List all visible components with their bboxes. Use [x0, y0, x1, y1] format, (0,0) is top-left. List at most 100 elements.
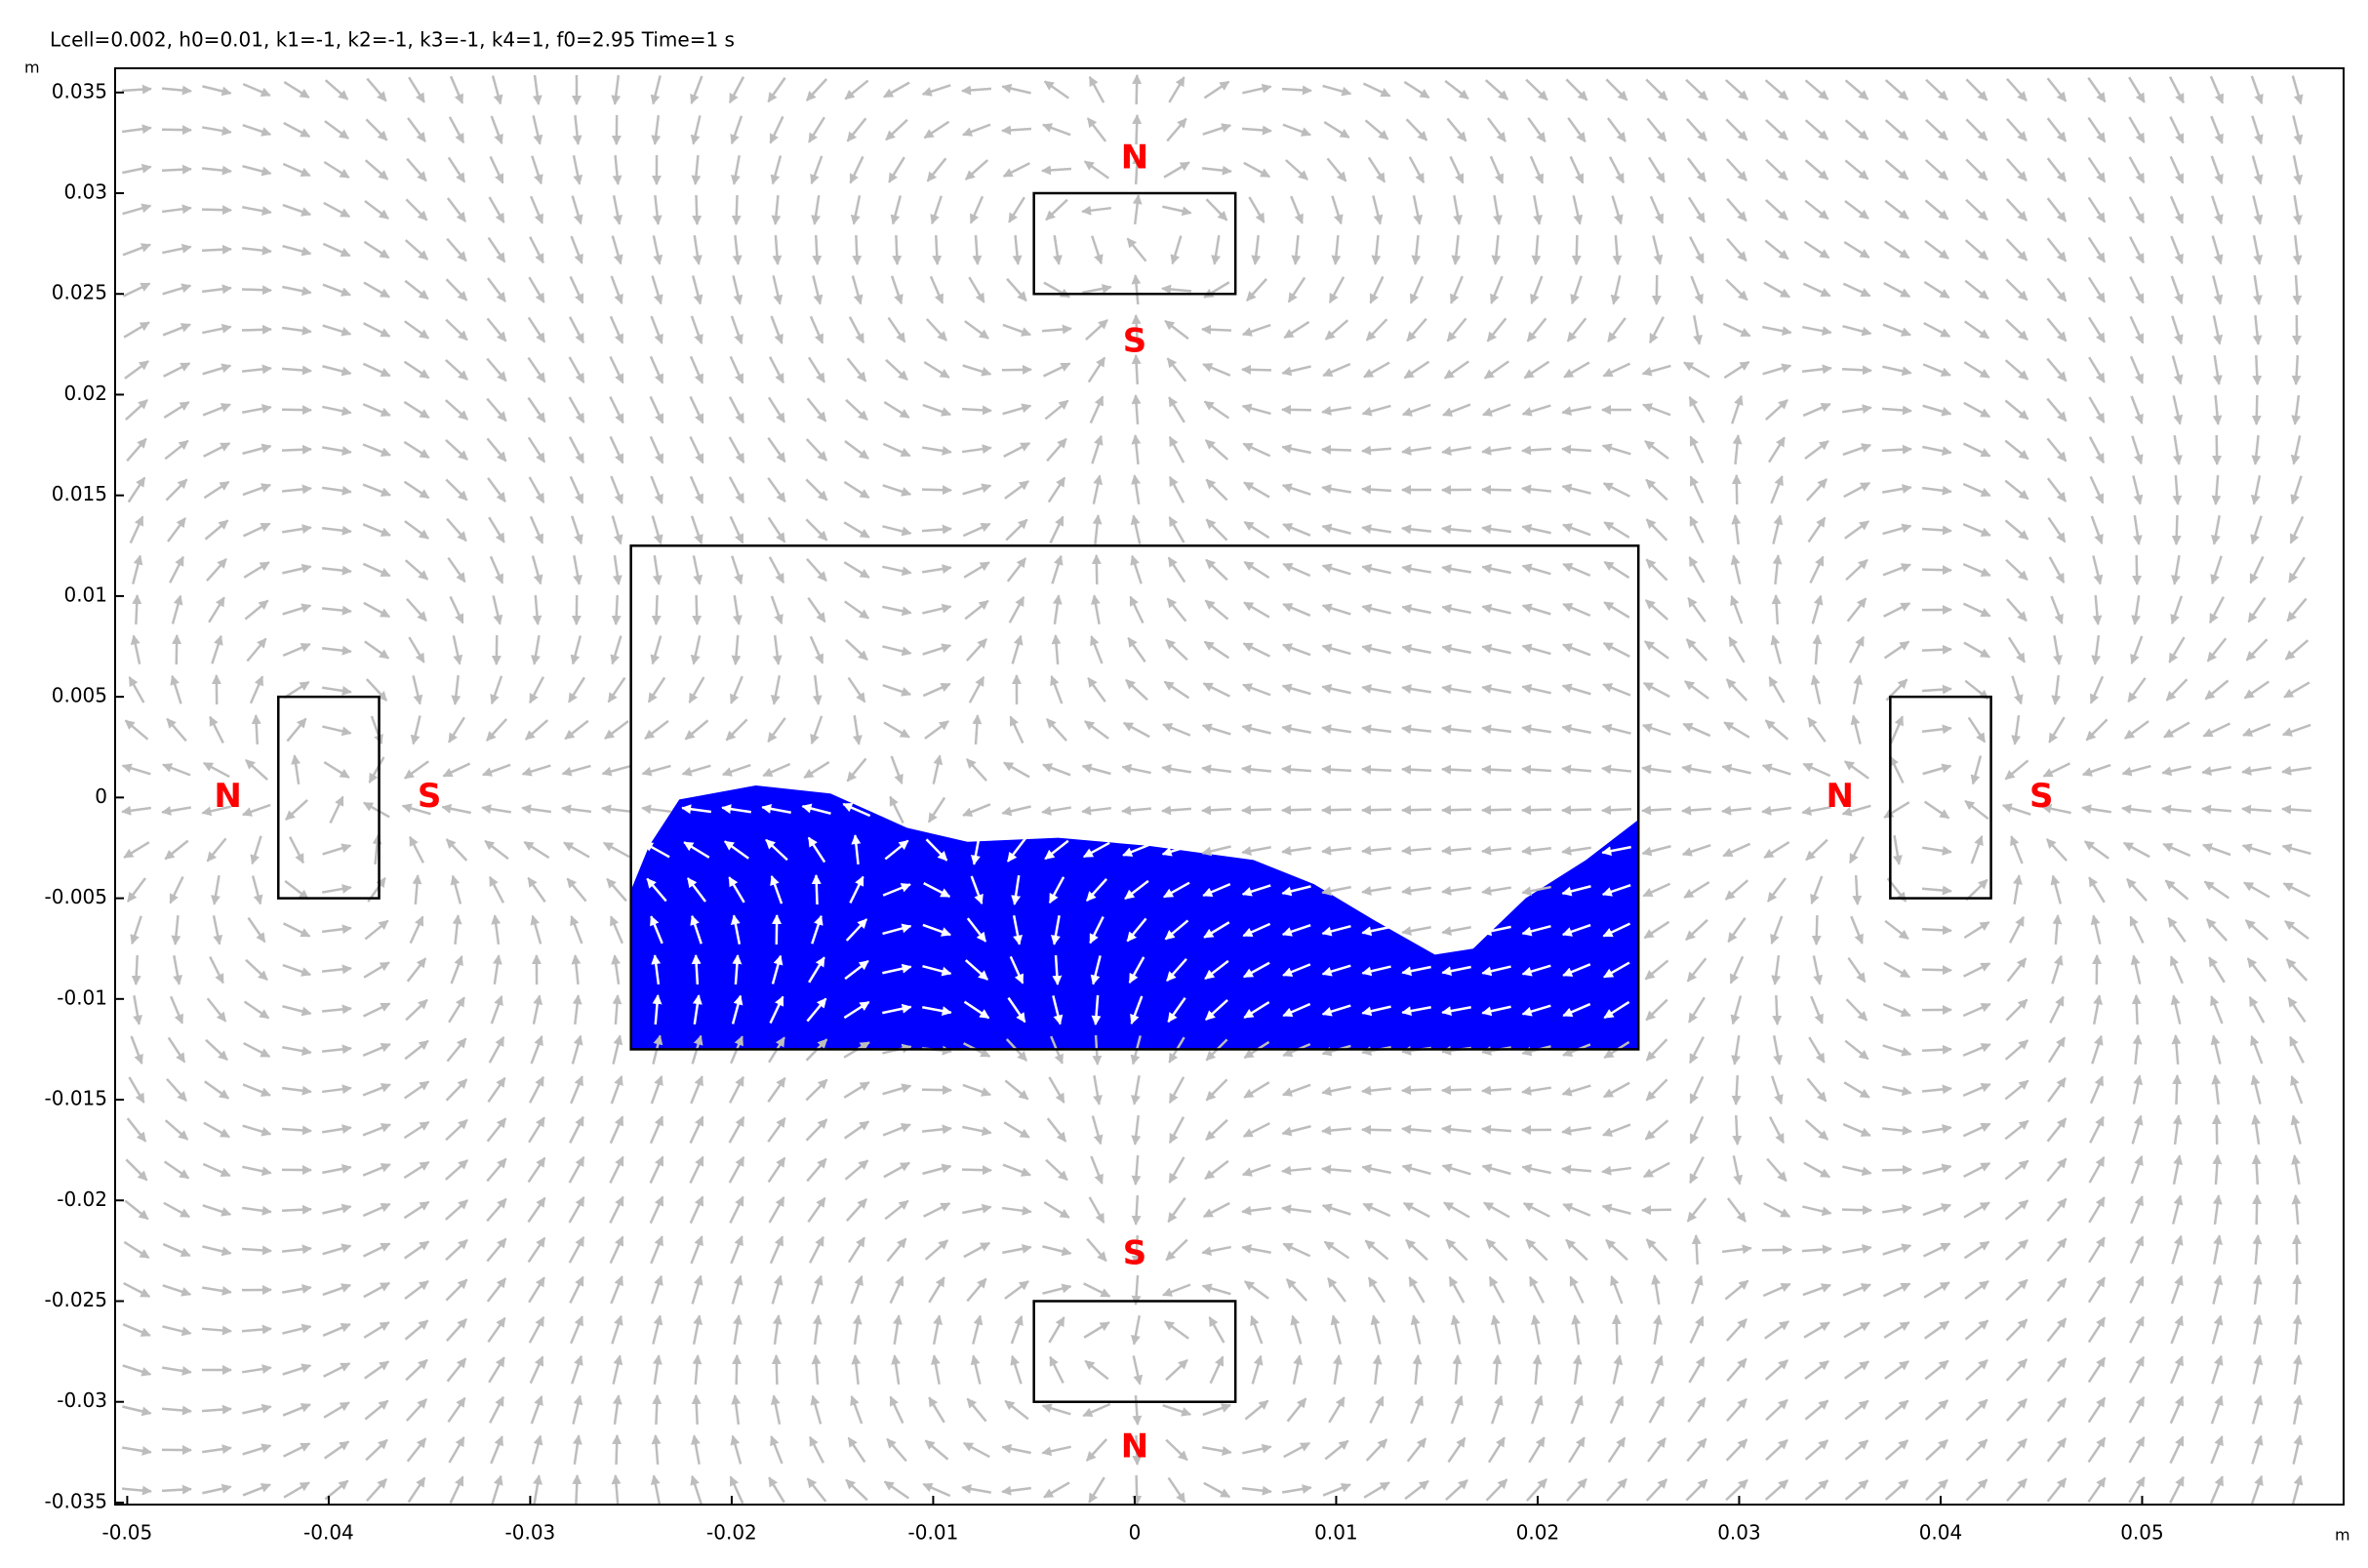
field-arrow [689, 395, 704, 424]
field-arrow [2290, 475, 2303, 505]
field-arrow [1161, 284, 1192, 295]
field-arrow [1482, 403, 1511, 417]
field-arrow [444, 399, 469, 421]
field-arrow [921, 84, 951, 97]
field-arrow [850, 1275, 863, 1305]
field-arrow [1770, 915, 1784, 945]
field-arrow [1685, 638, 1708, 662]
field-arrow [1884, 1360, 1909, 1380]
field-arrow [966, 1277, 987, 1303]
field-arrow [1450, 275, 1464, 304]
field-arrow [1486, 117, 1507, 142]
field-arrow [1882, 484, 1912, 494]
field-arrow [1601, 805, 1632, 816]
field-arrow [1205, 1078, 1228, 1102]
field-arrow [1685, 78, 1708, 101]
field-arrow [1602, 642, 1630, 658]
field-arrow [2206, 637, 2228, 663]
field-arrow [970, 835, 981, 865]
field-arrow [1082, 841, 1110, 859]
field-arrow [1322, 362, 1351, 378]
field-arrow [1443, 360, 1469, 380]
field-arrow [807, 836, 826, 864]
field-arrow [1004, 1079, 1029, 1101]
field-arrow [1242, 642, 1271, 658]
field-arrow [811, 874, 822, 905]
field-arrow [1529, 155, 1545, 184]
field-arrow [962, 803, 991, 817]
field-arrow [1689, 515, 1705, 544]
field-arrow [1321, 1004, 1351, 1017]
field-arrow [1606, 1478, 1627, 1502]
field-arrow [1321, 683, 1351, 695]
field-arrow [1521, 563, 1551, 576]
field-arrow [606, 877, 627, 903]
field-arrow [1042, 1245, 1072, 1257]
field-arrow [329, 795, 344, 824]
field-arrow [1081, 763, 1111, 776]
field-arrow [1402, 1201, 1430, 1219]
field-arrow [1689, 435, 1705, 464]
field-arrow [528, 676, 545, 704]
field-arrow [1602, 922, 1631, 938]
field-arrow [2212, 315, 2224, 345]
field-arrow [2052, 914, 2063, 945]
field-arrow [166, 1077, 187, 1103]
field-arrow [692, 555, 703, 585]
field-arrow [1767, 436, 1786, 463]
field-arrow [1803, 1161, 1830, 1179]
field-arrow [1732, 1155, 1744, 1186]
field-arrow [121, 763, 151, 776]
field-arrow [1481, 683, 1511, 694]
field-arrow [1562, 643, 1591, 657]
field-arrow [1166, 957, 1187, 983]
field-arrow [527, 876, 546, 903]
field-arrow [571, 1354, 583, 1385]
field-arrow [362, 562, 391, 578]
field-arrow [1403, 360, 1430, 380]
field-arrow [1602, 683, 1631, 697]
field-arrow [1370, 1314, 1382, 1345]
field-arrow [1493, 195, 1503, 225]
field-arrow [1361, 1163, 1391, 1175]
field-arrow [1361, 965, 1391, 977]
field-arrow [2169, 1435, 2185, 1465]
field-arrow [1970, 834, 1984, 864]
field-arrow [650, 1474, 662, 1505]
field-arrow [843, 1120, 870, 1140]
field-arrow [321, 924, 352, 935]
field-arrow [161, 1405, 192, 1416]
field-arrow [1090, 955, 1102, 985]
field-arrow [202, 1204, 232, 1217]
field-arrow [2008, 915, 2026, 944]
field-arrow [1131, 474, 1142, 505]
field-arrow [1401, 805, 1432, 816]
field-arrow [568, 356, 585, 383]
field-arrow [1601, 1203, 1631, 1216]
field-arrow [2005, 198, 2028, 221]
field-arrow [850, 195, 862, 225]
field-arrow [1401, 1124, 1432, 1135]
field-arrow [652, 1394, 662, 1426]
field-arrow [1364, 1239, 1389, 1261]
field-arrow [2241, 843, 2271, 856]
field-arrow [241, 285, 272, 296]
field-arrow [1091, 434, 1104, 464]
field-arrow [1645, 518, 1668, 542]
field-arrow [609, 1235, 624, 1265]
field-arrow [1408, 156, 1425, 184]
field-arrow [1521, 445, 1552, 456]
field-arrow [2051, 954, 2064, 985]
field-arrow [730, 315, 743, 345]
field-arrow [1450, 1394, 1464, 1425]
field-arrow [2210, 515, 2222, 545]
field-arrow [966, 917, 987, 943]
field-arrow [2252, 1234, 2263, 1266]
x-tick-label: -0.03 [505, 1521, 556, 1545]
field-arrow [2170, 1355, 2184, 1385]
field-arrow [1893, 834, 1903, 865]
field-arrow [1045, 718, 1068, 742]
field-arrow [201, 205, 232, 216]
field-arrow [242, 1443, 272, 1456]
field-arrow [365, 1438, 388, 1462]
